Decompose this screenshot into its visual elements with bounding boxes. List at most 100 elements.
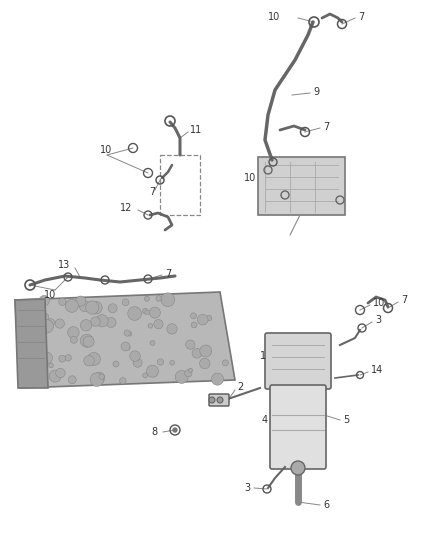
Circle shape bbox=[56, 368, 65, 378]
Circle shape bbox=[150, 341, 155, 345]
Text: 6: 6 bbox=[323, 500, 329, 510]
Text: 10: 10 bbox=[44, 290, 56, 300]
Circle shape bbox=[91, 317, 100, 326]
Circle shape bbox=[99, 374, 104, 379]
Text: 10: 10 bbox=[100, 145, 112, 155]
Circle shape bbox=[170, 360, 175, 365]
Circle shape bbox=[149, 307, 160, 318]
Polygon shape bbox=[15, 292, 235, 388]
Circle shape bbox=[212, 373, 223, 385]
Circle shape bbox=[191, 322, 197, 328]
Circle shape bbox=[113, 361, 119, 367]
FancyBboxPatch shape bbox=[265, 333, 331, 389]
Circle shape bbox=[41, 313, 49, 321]
Polygon shape bbox=[15, 299, 48, 388]
Circle shape bbox=[185, 370, 192, 377]
Circle shape bbox=[223, 360, 228, 366]
Text: 4: 4 bbox=[262, 415, 268, 425]
Text: 3: 3 bbox=[244, 483, 250, 493]
Circle shape bbox=[76, 296, 86, 306]
Circle shape bbox=[38, 326, 45, 332]
FancyBboxPatch shape bbox=[270, 385, 326, 469]
Circle shape bbox=[29, 366, 39, 376]
Circle shape bbox=[142, 308, 148, 314]
Text: 3: 3 bbox=[375, 315, 381, 325]
Circle shape bbox=[86, 301, 99, 314]
Text: 7: 7 bbox=[323, 122, 329, 132]
Circle shape bbox=[67, 327, 79, 338]
Circle shape bbox=[18, 361, 28, 372]
Circle shape bbox=[186, 340, 195, 349]
Circle shape bbox=[106, 318, 116, 327]
Circle shape bbox=[93, 372, 105, 384]
Circle shape bbox=[121, 342, 130, 351]
Circle shape bbox=[59, 298, 66, 305]
Text: 11: 11 bbox=[190, 125, 202, 135]
Circle shape bbox=[49, 363, 53, 368]
Circle shape bbox=[126, 345, 130, 350]
Polygon shape bbox=[258, 157, 345, 215]
Circle shape bbox=[88, 352, 100, 366]
Circle shape bbox=[156, 296, 162, 301]
Circle shape bbox=[24, 349, 30, 355]
Text: 7: 7 bbox=[358, 12, 364, 22]
Circle shape bbox=[128, 306, 141, 320]
Circle shape bbox=[59, 356, 66, 362]
Circle shape bbox=[198, 314, 208, 325]
Text: 13: 13 bbox=[58, 260, 70, 270]
Circle shape bbox=[55, 319, 64, 328]
Circle shape bbox=[22, 338, 28, 344]
Circle shape bbox=[49, 370, 61, 382]
Text: 7: 7 bbox=[149, 187, 155, 197]
Circle shape bbox=[68, 376, 76, 384]
Circle shape bbox=[209, 397, 215, 403]
Circle shape bbox=[90, 373, 104, 386]
Text: 10: 10 bbox=[244, 173, 256, 183]
Circle shape bbox=[217, 397, 223, 403]
Circle shape bbox=[157, 359, 164, 365]
Circle shape bbox=[133, 358, 142, 367]
Text: 14: 14 bbox=[371, 365, 383, 375]
Circle shape bbox=[40, 320, 53, 333]
Circle shape bbox=[146, 365, 159, 377]
Circle shape bbox=[39, 295, 49, 306]
Circle shape bbox=[89, 302, 102, 314]
Circle shape bbox=[149, 368, 158, 377]
Circle shape bbox=[204, 348, 211, 355]
Text: 5: 5 bbox=[343, 415, 349, 425]
Circle shape bbox=[108, 304, 117, 313]
Circle shape bbox=[148, 324, 153, 328]
Circle shape bbox=[127, 332, 132, 336]
Text: 7: 7 bbox=[401, 295, 407, 305]
Circle shape bbox=[80, 334, 93, 348]
Circle shape bbox=[291, 461, 305, 475]
Text: 12: 12 bbox=[120, 203, 132, 213]
Circle shape bbox=[122, 299, 129, 306]
Circle shape bbox=[83, 336, 94, 347]
Circle shape bbox=[143, 373, 148, 378]
Circle shape bbox=[25, 342, 36, 353]
Circle shape bbox=[84, 356, 94, 366]
Text: 1: 1 bbox=[260, 351, 266, 361]
Circle shape bbox=[206, 316, 212, 321]
Circle shape bbox=[120, 377, 126, 384]
Circle shape bbox=[65, 354, 71, 361]
Circle shape bbox=[71, 336, 78, 343]
Circle shape bbox=[200, 345, 212, 357]
Circle shape bbox=[145, 310, 149, 314]
Circle shape bbox=[130, 351, 140, 361]
Circle shape bbox=[33, 305, 46, 318]
Circle shape bbox=[200, 358, 210, 369]
Circle shape bbox=[191, 313, 196, 319]
Circle shape bbox=[192, 349, 202, 358]
Circle shape bbox=[175, 370, 188, 383]
Circle shape bbox=[41, 352, 53, 364]
Text: 2: 2 bbox=[237, 382, 243, 392]
Circle shape bbox=[47, 319, 55, 326]
Circle shape bbox=[26, 371, 32, 378]
Circle shape bbox=[167, 324, 177, 334]
Circle shape bbox=[124, 330, 131, 336]
Circle shape bbox=[79, 301, 90, 312]
FancyBboxPatch shape bbox=[209, 394, 229, 406]
Circle shape bbox=[66, 301, 73, 308]
